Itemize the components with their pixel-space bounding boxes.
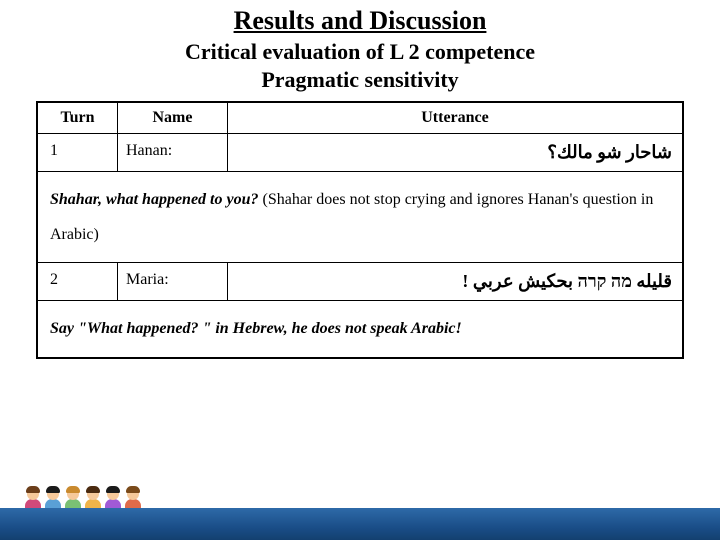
conversation-table: Turn Name Utterance 1 Hanan: شاحار شو ما… [36, 101, 684, 359]
title-block: Results and Discussion Critical evaluati… [0, 0, 720, 95]
utterance-cell: شاحار شو مالك؟ [228, 134, 683, 172]
context-emph: Say "What happened? " in Hebrew, he does… [50, 320, 462, 337]
col-turn: Turn [38, 103, 118, 134]
utterance-cell: قليله מה קרה بحكيش عربي ! [228, 263, 683, 301]
turn-cell: 1 [38, 134, 118, 172]
subtitle-2: Pragmatic sensitivity [20, 66, 700, 94]
col-name: Name [118, 103, 228, 134]
context-cell: Say "What happened? " in Hebrew, he does… [38, 301, 683, 357]
table-row: 2 Maria: قليله מה קרה بحكيش عربي ! [38, 263, 683, 301]
context-cell: Shahar, what happened to you? (Shahar do… [38, 172, 683, 263]
main-title: Results and Discussion [20, 6, 700, 36]
col-utterance: Utterance [228, 103, 683, 134]
table-header-row: Turn Name Utterance [38, 103, 683, 134]
name-cell: Hanan: [118, 134, 228, 172]
name-cell: Maria: [118, 263, 228, 301]
context-row: Shahar, what happened to you? (Shahar do… [38, 172, 683, 263]
table-row: 1 Hanan: شاحار شو مالك؟ [38, 134, 683, 172]
context-emph: Shahar, what happened to you? [50, 191, 259, 208]
turn-cell: 2 [38, 263, 118, 301]
subtitle-1: Critical evaluation of L 2 competence [20, 38, 700, 66]
context-row: Say "What happened? " in Hebrew, he does… [38, 301, 683, 357]
footer-band [0, 508, 720, 540]
